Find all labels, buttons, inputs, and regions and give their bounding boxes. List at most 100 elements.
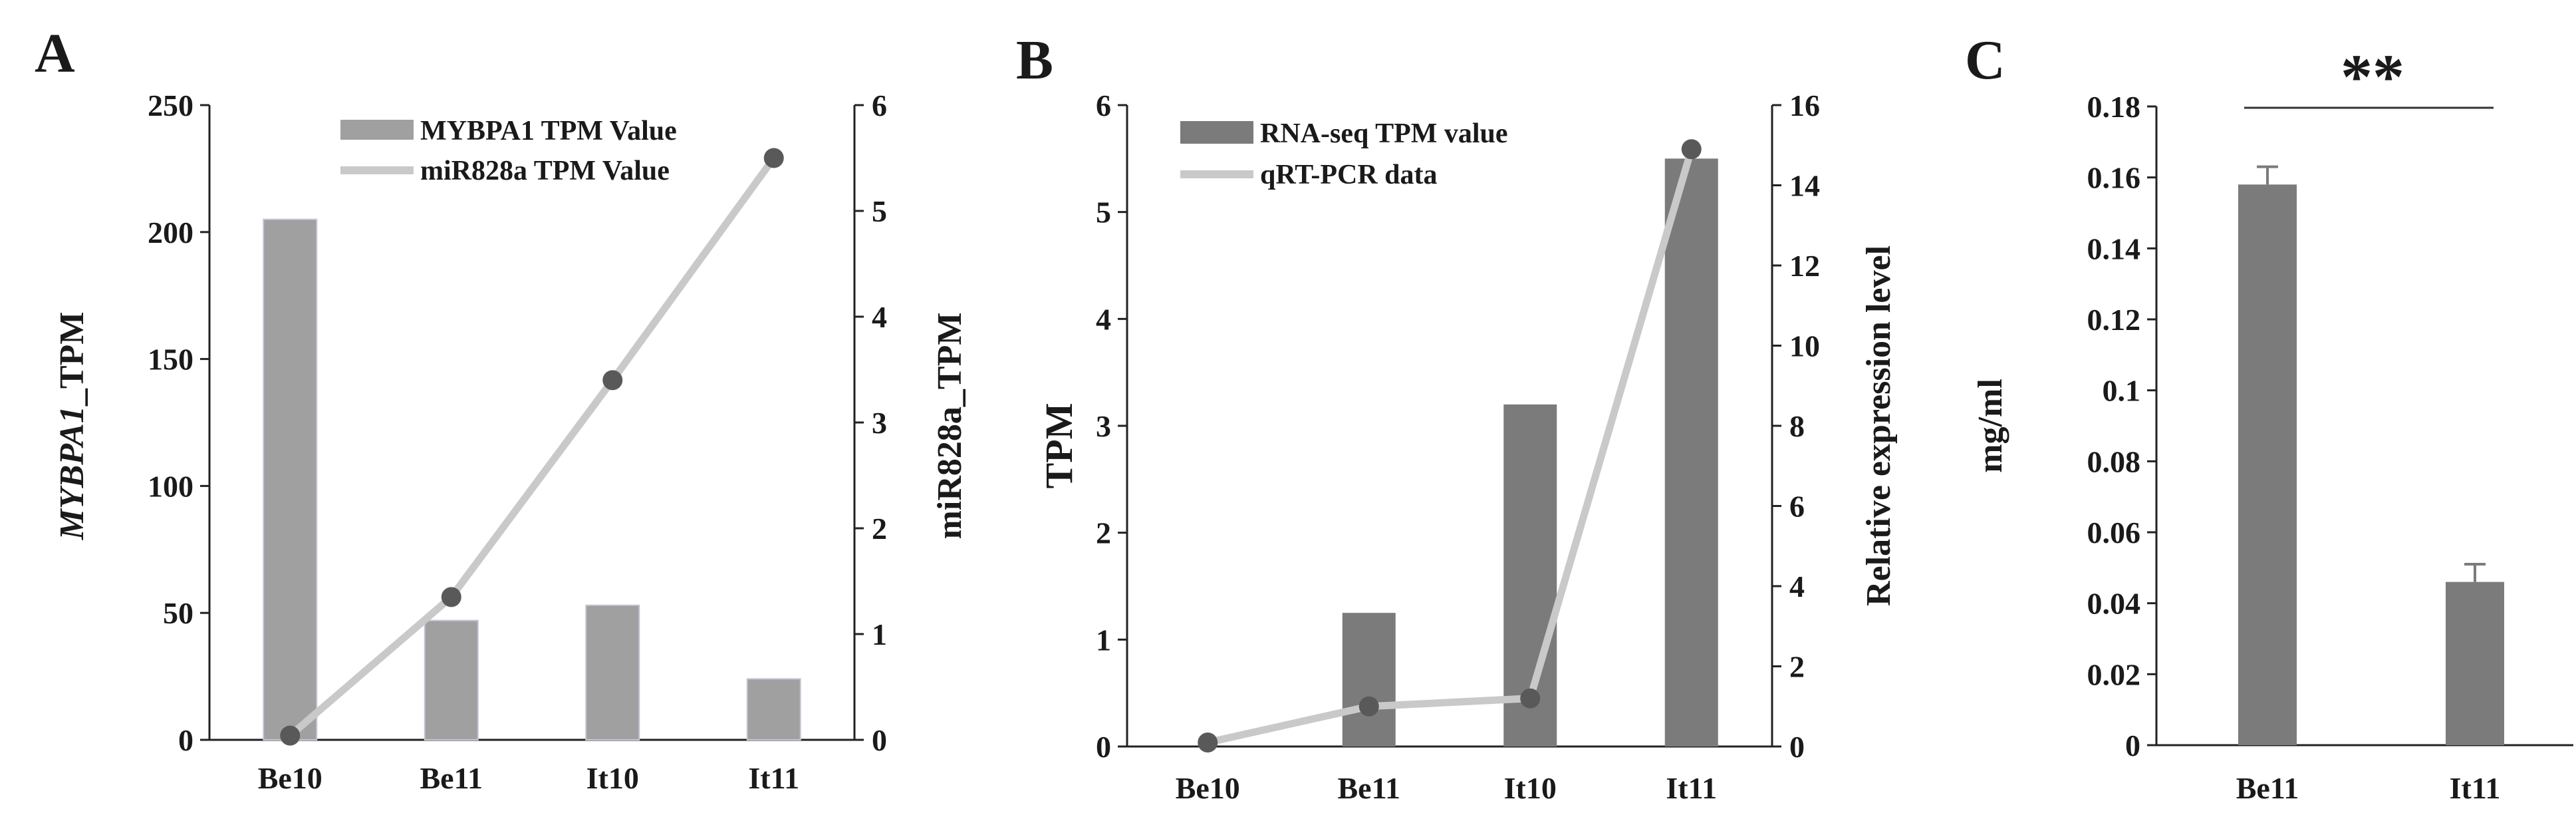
panel-b-x-labels: Be10 Be11 It10 It11: [1176, 771, 1717, 805]
panel-b-bar: [1342, 613, 1396, 746]
panel-b-category-label: It11: [1666, 771, 1717, 805]
panel-a-x-labels: Be10 Be11 It10 It11: [258, 761, 799, 795]
panel-a-y-right-label: miR828a_TPM: [931, 313, 969, 540]
panel-b-left-tick-label: 5: [1096, 196, 1111, 230]
panel-c-tick-label: 0.04: [2087, 587, 2141, 621]
panel-a-y-left-label-gene: MYBPA1: [53, 406, 91, 540]
panel-b-line-point: [1358, 696, 1379, 717]
panel-b-left-tick-label: 4: [1096, 302, 1111, 336]
panel-b-legend: RNA-seq TPM value qRT-PCR data: [1180, 118, 1508, 190]
panel-a-line: [287, 156, 777, 739]
panel-a-bar: [263, 218, 318, 741]
panel-b-right-tick-label: 0: [1789, 730, 1805, 764]
panel-a-bar: [585, 604, 640, 741]
panel-a-category-label: Be11: [420, 761, 483, 795]
panel-a-line-point: [602, 370, 623, 391]
panel-b-y-left-label: TPM: [1037, 403, 1081, 489]
panel-a-bar: [746, 678, 801, 741]
panel-a-legend-bar-swatch: [340, 120, 414, 140]
panel-c-tick-label: 0.06: [2087, 516, 2141, 550]
panel-a-right-tick-label: 4: [872, 300, 887, 334]
panel-a-line-series: [280, 148, 784, 746]
panel-c-bar: [2238, 184, 2297, 745]
panel-b-legend-bar-label: RNA-seq TPM value: [1260, 118, 1508, 149]
panel-c-category-label: Be11: [2236, 771, 2299, 805]
panel-a-bar: [424, 619, 479, 741]
panel-a-category-label: It10: [586, 761, 639, 795]
panel-a-right-tick-label: 2: [872, 512, 887, 546]
panel-c-bars: [2238, 165, 2504, 745]
panel-b-right-tick-label: 6: [1789, 490, 1805, 524]
panel-a-legend-line-label: miR828a TPM Value: [420, 156, 670, 186]
panel-b-left-tick-label: 1: [1096, 623, 1111, 657]
panel-b-line-series: [1198, 139, 1702, 752]
panel-b-right-tick-label: 14: [1789, 169, 1820, 203]
panel-b-category-label: Be11: [1337, 771, 1400, 805]
panel-c: C 0 0.02 0.04 0.06 0.08 0.1 0.12 0.14 0.16 0.18 B…: [1965, 29, 2573, 805]
panel-c-significance-label: **: [2341, 41, 2404, 112]
panel-a-right-tick-label: 1: [872, 617, 887, 651]
panel-c-ticks: 0 0.02 0.04 0.06 0.08 0.1 0.12 0.14 0.16 0.18: [2087, 90, 2156, 762]
panel-a-line-point: [280, 725, 301, 746]
panel-b-right-tick-label: 2: [1789, 650, 1805, 684]
panel-a-line-point: [441, 587, 461, 607]
panel-b-bar: [1664, 158, 1718, 747]
panel-c-tick-label: 0.12: [2087, 303, 2141, 337]
panel-c-category-label: It11: [2450, 771, 2501, 805]
panel-b-right-ticks: 0 2 4 6 8 10 12 14 16: [1772, 88, 1820, 764]
panel-b-right-tick-label: 8: [1789, 409, 1805, 443]
panel-a-left-tick-label: 100: [148, 469, 193, 503]
panel-a: A 0 50 100 150 200 250 0 1 2 3 4 5 6 Be10 Be11 It10 It…: [35, 23, 969, 795]
panel-b-legend-line-label: qRT-PCR data: [1260, 160, 1438, 190]
panel-a-y-left-label: MYBPA1_TPM: [53, 312, 91, 541]
panel-a-right-tick-label: 6: [872, 88, 887, 122]
panel-a-category-label: Be10: [258, 761, 322, 795]
panel-b-left-tick-label: 0: [1096, 730, 1111, 764]
panel-b-right-tick-label: 4: [1789, 570, 1805, 603]
panel-b-right-tick-label: 10: [1789, 329, 1820, 363]
panel-a-letter: A: [35, 23, 75, 84]
panel-a-left-tick-label: 0: [178, 723, 193, 757]
panel-a-left-ticks: 0 50 100 150 200 250: [148, 88, 209, 757]
panel-c-y-label: mg/ml: [1972, 379, 2009, 473]
panel-a-right-ticks: 0 1 2 3 4 5 6: [854, 88, 887, 757]
panel-b-left-tick-label: 6: [1096, 88, 1111, 122]
panel-a-right-tick-label: 0: [872, 723, 887, 757]
panel-b-legend-bar-swatch: [1180, 121, 1253, 144]
panel-b-left-tick-label: 2: [1096, 516, 1111, 550]
panel-c-plot-area: [2155, 106, 2573, 746]
panel-a-line-point: [763, 148, 784, 168]
panel-a-left-tick-label: 50: [163, 596, 193, 630]
panel-a-bars: [263, 218, 801, 741]
panel-a-category-label: It11: [748, 761, 799, 795]
panel-c-tick-label: 0.08: [2087, 444, 2141, 478]
panel-b-left-tick-label: 3: [1096, 409, 1111, 443]
panel-c-tick-label: 0.14: [2087, 232, 2141, 265]
panel-c-tick-label: 0.16: [2087, 161, 2141, 195]
panel-c-x-labels: Be11 It11: [2236, 771, 2501, 805]
panel-b-y-right-label: Relative expression level: [1860, 246, 1898, 606]
panel-c-letter: C: [1965, 29, 2005, 91]
panel-b-line-point: [1198, 732, 1218, 752]
panel-a-right-tick-label: 3: [872, 406, 887, 440]
panel-c-tick-label: 0.02: [2087, 657, 2141, 691]
panel-b-right-tick-label: 16: [1789, 88, 1820, 122]
panel-b-left-ticks: 0 1 2 3 4 5 6: [1096, 88, 1127, 764]
panel-a-legend-bar-label: MYBPA1 TPM Value: [420, 116, 677, 146]
panel-a-y-left-label-suffix: _TPM: [53, 312, 91, 407]
panel-c-tick-label: 0.18: [2087, 90, 2141, 124]
panel-b-line-point: [1681, 139, 1702, 160]
panel-a-left-tick-label: 200: [148, 216, 193, 249]
panel-c-tick-label: 0.1: [2103, 374, 2141, 408]
panel-a-left-tick-label: 150: [148, 343, 193, 377]
panel-a-right-tick-label: 5: [872, 194, 887, 228]
panel-c-bar: [2446, 581, 2504, 745]
panel-b-line-point: [1520, 688, 1541, 709]
panel-b-category-label: Be10: [1176, 771, 1240, 805]
panel-b-right-tick-label: 12: [1789, 249, 1820, 283]
panel-c-tick-label: 0: [2125, 729, 2140, 762]
panel-b-letter: B: [1016, 29, 1053, 91]
panel-b-category-label: It10: [1504, 771, 1557, 805]
